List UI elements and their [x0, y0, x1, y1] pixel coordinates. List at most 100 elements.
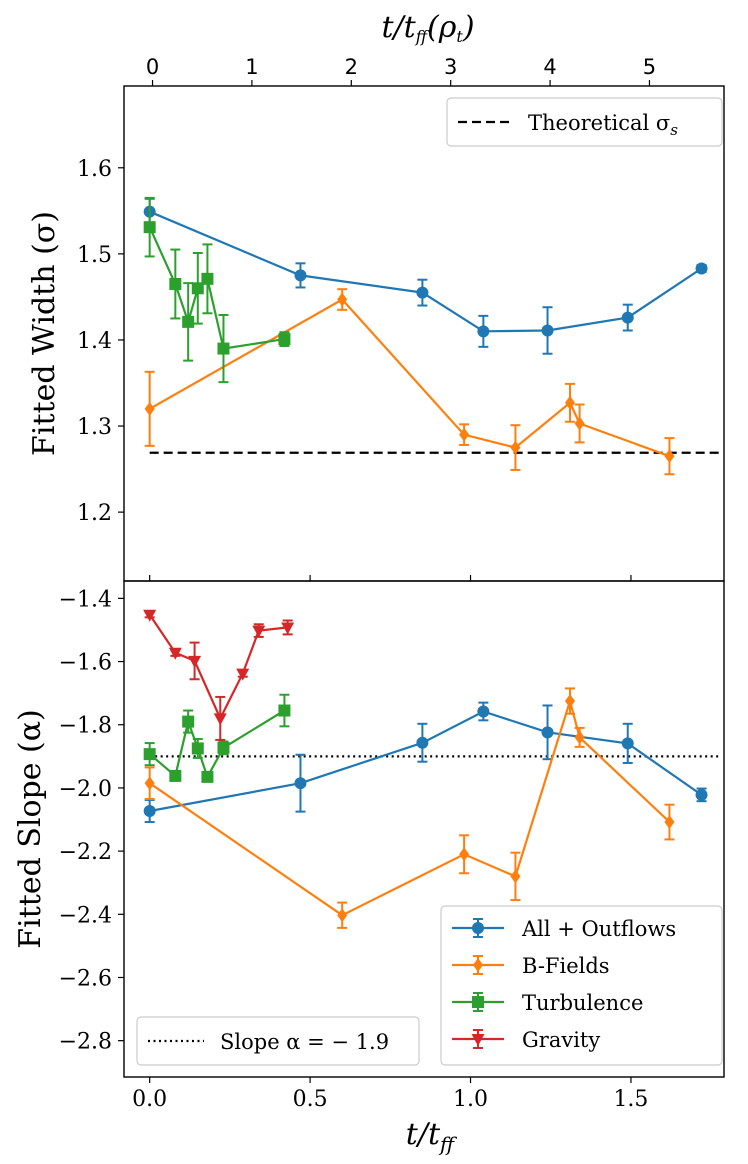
top-y-tick-label: 1.6	[77, 157, 112, 182]
bottom-all-outflows-point	[294, 777, 307, 790]
bottom-gravity-point	[281, 622, 295, 635]
bottom-gravity-point	[168, 647, 182, 660]
top-y-tick-label: 1.3	[77, 415, 112, 440]
legend-slope-label-main: Slope α = − 1.9	[220, 1030, 389, 1054]
top-x-axis-title: t/tff(ρt)	[381, 10, 474, 46]
top-y-axis-title: Fitted Width (σ)	[27, 211, 62, 456]
bottom-gravity-point	[143, 609, 157, 622]
top-y-tick-label: 1.4	[77, 329, 112, 354]
top-axis-tick-label: 1	[245, 55, 258, 79]
bottom-b-fields-point	[574, 730, 585, 745]
top-x-axis-title-t: t/t	[381, 10, 416, 45]
top-y-tick-label: 1.2	[77, 501, 112, 526]
bottom-x-axis-title-ff: ff	[438, 1132, 458, 1156]
top-legend-box	[446, 97, 723, 147]
top-all-outflows-point	[695, 262, 708, 275]
bottom-all-outflows-point	[477, 705, 490, 718]
legend-theoretical-label: Theoretical σs	[528, 111, 678, 139]
bottom-turbulence-point	[278, 704, 291, 717]
legend-turbulence-label: Turbulence	[522, 991, 643, 1015]
bottom-y-tick-label: −2.4	[59, 903, 112, 928]
top-axis-tick-label: 0	[146, 55, 159, 79]
top-axis-tick-label: 3	[444, 55, 457, 79]
legend-all-outflows-label: All + Outflows	[521, 917, 676, 941]
marks-layer	[143, 196, 721, 929]
top-x-axis-title-rho-sub: t	[456, 27, 463, 46]
legend-gravity-marker	[471, 1034, 485, 1046]
bottom-x-axis-title-t: t/t	[406, 1117, 441, 1152]
top-all-outflows-point	[621, 311, 634, 324]
top-axis-tick-label: 2	[345, 55, 358, 79]
bottom-turbulence-point	[182, 715, 195, 728]
bottom-x-tick-label: 1.5	[613, 1087, 648, 1112]
legend-turbulence-marker	[472, 996, 484, 1008]
bottom-b-fields-point	[337, 908, 348, 923]
bottom-gravity-point	[188, 655, 202, 668]
bottom-all-outflows-point	[695, 788, 708, 801]
top-b-fields-point	[459, 427, 470, 442]
slope-legend-box	[136, 1016, 420, 1066]
bottom-y-tick-label: −1.6	[59, 651, 112, 676]
legend-gravity-label: Gravity	[522, 1028, 600, 1052]
top-turbulence-point	[143, 221, 156, 234]
top-b-fields-point	[337, 292, 348, 307]
top-x-axis-title-ff: ff	[415, 27, 430, 46]
bottom-turbulence-point	[191, 742, 204, 755]
top-turbulence-point	[182, 315, 195, 328]
top-turbulence-point	[169, 278, 182, 290]
top-turbulence-point	[278, 333, 291, 346]
legend-b-fields-label: B-Fields	[522, 954, 610, 978]
axes-frame	[123, 85, 725, 1078]
bottom-b-fields-point	[510, 869, 521, 884]
legend-b-fields-marker	[473, 958, 483, 972]
legend-slope-label: Slope α = − 1.9	[220, 1030, 389, 1054]
top-axis-tick-label: 5	[643, 55, 656, 79]
top-all-outflows-point	[477, 325, 490, 338]
top-all-outflows-point	[416, 286, 429, 299]
bottom-y-axis-title: Fitted Slope (α)	[13, 709, 48, 948]
bottom-y-tick-label: −1.8	[59, 714, 112, 739]
top-all-outflows-point	[541, 324, 554, 337]
bottom-panel-frame	[123, 580, 725, 1078]
top-b-fields-point	[664, 449, 675, 464]
top-x-axis-title-close: )	[462, 10, 475, 45]
top-turbulence-point	[201, 272, 214, 285]
bottom-b-fields-point	[564, 694, 575, 709]
legend-theoretical-label-sub: s	[670, 121, 678, 139]
bottom-y-tick-label: −2.2	[59, 840, 112, 865]
bottom-y-tick-label: −2.6	[59, 966, 112, 991]
bottom-turbulence-point	[143, 748, 156, 761]
top-all-outflows-point	[294, 269, 307, 282]
bottom-x-tick-label: 1.0	[453, 1087, 488, 1112]
bottom-gravity-point	[252, 625, 266, 638]
legend-all-outflows-marker	[472, 922, 484, 934]
bottom-all-outflows-point	[143, 804, 156, 817]
bottom-x-axis-title: t/tff	[406, 1117, 458, 1156]
bottom-y-tick-label: −1.4	[59, 587, 112, 612]
bottom-b-fields-point	[144, 776, 155, 791]
bottom-turbulence-point	[217, 741, 230, 754]
top-b-fields-point	[144, 401, 155, 416]
ticks-layer: 0 1 2 3 4 5 1.2 1.3 1.4 1.5 1.6 −1.4 −1.6 −1.8 −2.0 −2.…	[13, 10, 656, 1156]
bottom-x-tick-label: 0.0	[132, 1087, 167, 1112]
bottom-b-fields-point	[459, 847, 470, 862]
top-turbulence-point	[191, 282, 204, 295]
top-turbulence-point	[217, 342, 230, 355]
top-x-axis-title-rho: (ρ	[427, 10, 457, 45]
series-legend-box	[440, 905, 723, 1066]
legend-theoretical-label-main: Theoretical σ	[528, 111, 670, 135]
bottom-x-tick-label: 0.5	[293, 1087, 328, 1112]
bottom-all-outflows-point	[541, 726, 554, 739]
bottom-gravity-point	[213, 713, 227, 726]
bottom-all-outflows-point	[621, 737, 634, 750]
top-b-fields-point	[510, 440, 521, 455]
top-axis-tick-label: 4	[543, 55, 556, 79]
top-b-fields-point	[564, 395, 575, 410]
top-b-fields-point	[574, 416, 585, 431]
bottom-turbulence-point	[169, 769, 182, 782]
legend-layer: Theoretical σs Slope α = − 1.9 All + Outfl…	[136, 97, 723, 1066]
top-y-tick-label: 1.5	[77, 243, 112, 268]
bottom-b-fields-point	[664, 815, 675, 830]
bottom-all-outflows-point	[416, 736, 429, 749]
